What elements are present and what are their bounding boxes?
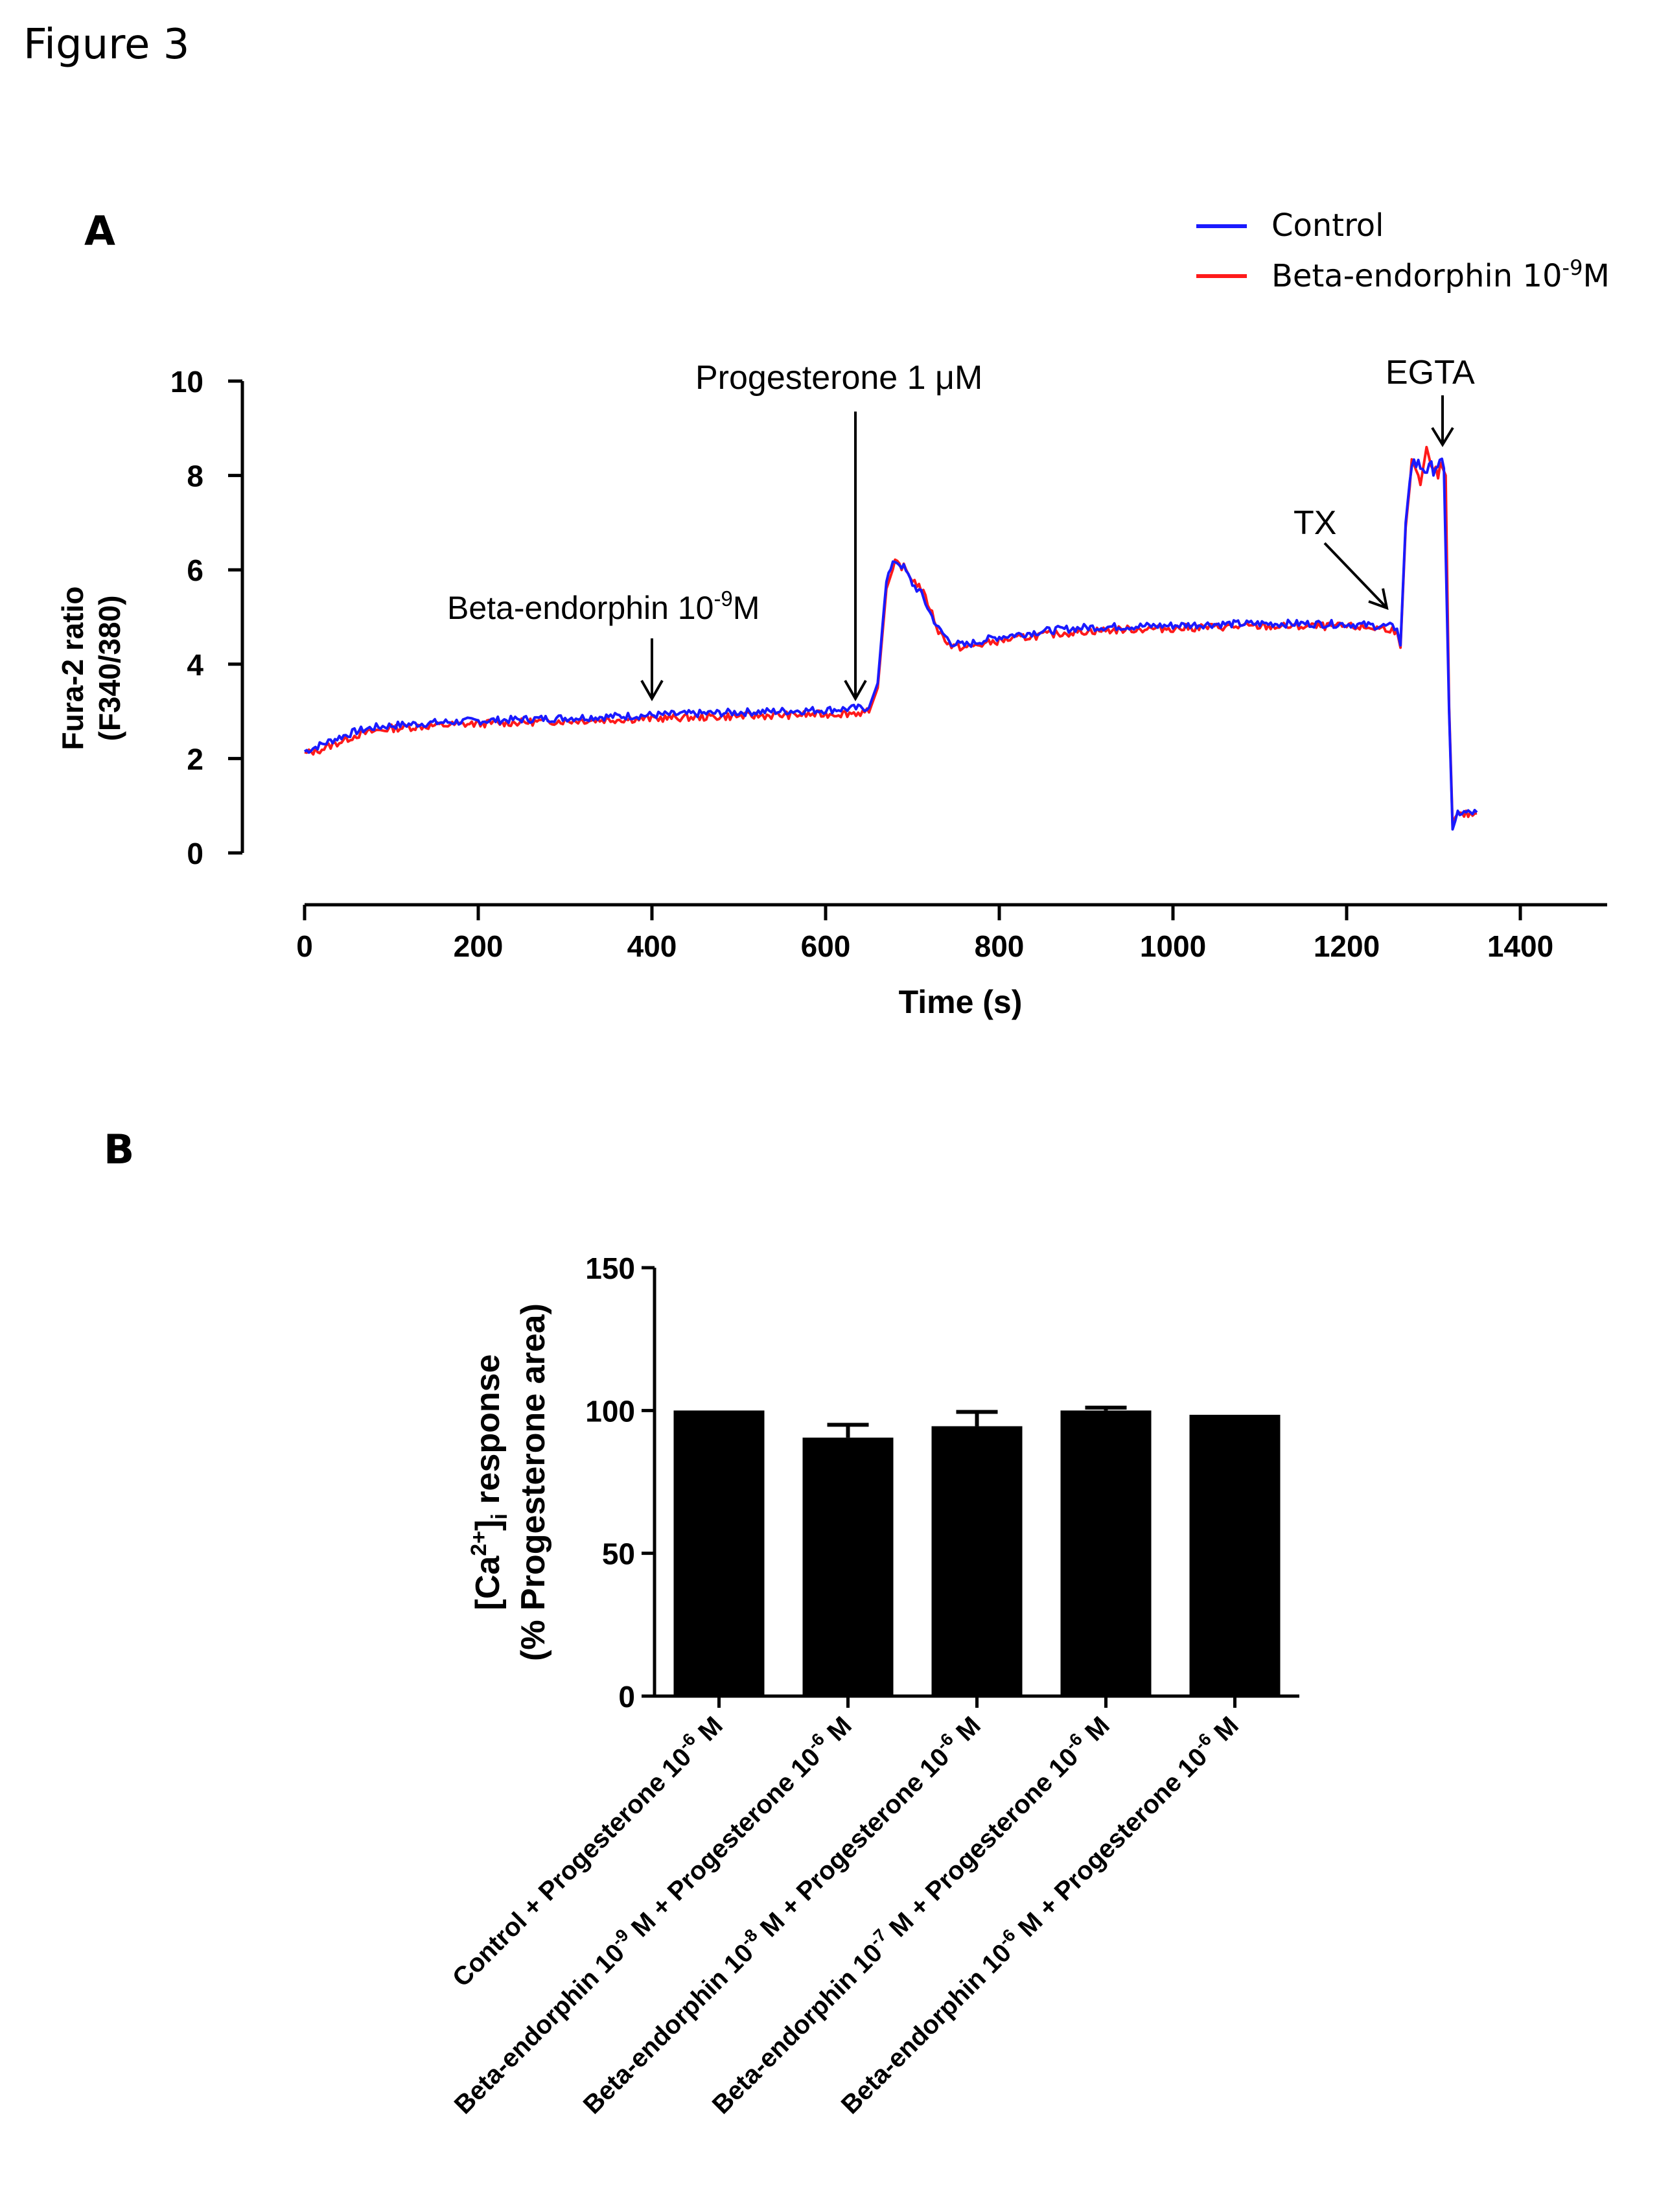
x-tick-label-a: 1400 <box>1487 929 1553 963</box>
y-tick-label-a: 2 <box>187 742 203 776</box>
arrowhead-beta-endorphin <box>640 680 664 702</box>
x-tick-label-a: 1000 <box>1140 929 1206 963</box>
arrowhead-tx <box>1368 588 1389 611</box>
x-tick-label-a: 600 <box>801 929 851 963</box>
arrowhead-progesterone <box>844 680 867 702</box>
axes-a: 0 2 4 6 8 10 0 200 400 600 800 1000 1200 1400 <box>170 365 1607 963</box>
y-tick-label-b: 150 <box>585 1252 635 1285</box>
arrowhead-egta <box>1431 426 1454 447</box>
panel-a: A Control Beta-endorphin 10-9M Fura-2 ra… <box>56 207 1610 1020</box>
legend-label-beta: Beta-endorphin 10-9M <box>1271 255 1610 294</box>
y-tick-label-a: 0 <box>187 837 203 870</box>
panel-b: B [Ca2+]i response (% Progesterone area)… <box>104 1126 1299 2119</box>
bar <box>1189 1414 1281 1696</box>
panel-b-label: B <box>104 1126 134 1173</box>
annotation-progesterone: Progesterone 1 μM <box>695 359 982 397</box>
y-tick-label-b: 0 <box>618 1680 635 1714</box>
legend-label-control: Control <box>1271 207 1384 244</box>
annotation-egta: EGTA <box>1386 354 1475 391</box>
bar <box>1060 1410 1152 1696</box>
y-axis-label-a-line1: Fura-2 ratio <box>56 586 89 750</box>
bar <box>673 1410 765 1696</box>
series-a <box>303 445 1478 831</box>
y-tick-label-a: 6 <box>187 553 203 587</box>
y-tick-label-a: 8 <box>187 460 203 493</box>
y-axis-label-b-line2: (% Progesterone area) <box>515 1303 552 1661</box>
x-tick-label-a: 400 <box>627 929 677 963</box>
y-tick-label-b: 50 <box>602 1537 635 1571</box>
bars-b <box>673 1405 1281 1696</box>
annotations-a: Beta-endorphin 10-9M Progesterone 1 μM T… <box>447 354 1475 702</box>
y-tick-label-a: 4 <box>187 648 203 682</box>
category-labels-b: Control + Progesterone 10-6 MBeta-endorp… <box>445 1696 1244 2119</box>
y-tick-label-a: 10 <box>170 365 203 399</box>
x-axis-label-a: Time (s) <box>899 984 1023 1020</box>
legend-a: Control Beta-endorphin 10-9M <box>1196 207 1610 294</box>
y-axis-label-b-line1: [Ca2+]i response <box>467 1355 512 1611</box>
x-tick-label-a: 800 <box>975 929 1025 963</box>
category-label-b: Control + Progesterone 10-6 M <box>445 1709 728 1992</box>
arrow-tx <box>1323 542 1388 609</box>
annotation-tx: TX <box>1294 504 1336 542</box>
x-tick-label-a: 200 <box>454 929 504 963</box>
bar <box>931 1426 1023 1696</box>
panel-a-label: A <box>84 207 115 255</box>
series-line-control <box>303 457 1478 831</box>
annotation-beta-endorphin: Beta-endorphin 10-9M <box>447 587 760 626</box>
y-axis-label-a-line2: (F340/380) <box>93 595 126 741</box>
bar <box>802 1438 894 1696</box>
x-tick-label-a: 1200 <box>1314 929 1380 963</box>
y-tick-label-b: 100 <box>585 1394 635 1428</box>
x-tick-label-a: 0 <box>296 929 313 963</box>
figure-title: Figure 3 <box>23 21 189 69</box>
